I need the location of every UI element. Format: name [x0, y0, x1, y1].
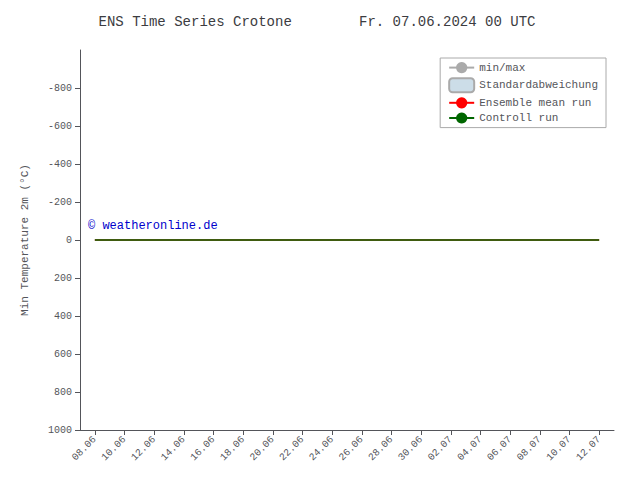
svg-text:Controll run: Controll run	[479, 112, 558, 124]
svg-text:-200: -200	[48, 197, 72, 208]
svg-text:12.07: 12.07	[574, 434, 603, 463]
svg-text:24.06: 24.06	[307, 434, 336, 463]
svg-text:16.06: 16.06	[188, 434, 217, 463]
svg-text:22.06: 22.06	[277, 434, 306, 463]
svg-text:18.06: 18.06	[218, 434, 247, 463]
svg-text:200: 200	[54, 273, 72, 284]
svg-text:0: 0	[66, 235, 72, 246]
svg-text:-400: -400	[48, 159, 72, 170]
svg-text:-800: -800	[48, 83, 72, 94]
svg-text:26.06: 26.06	[337, 434, 366, 463]
svg-text:© weatheronline.de: © weatheronline.de	[88, 219, 218, 233]
svg-text:1000: 1000	[48, 425, 72, 436]
svg-text:-600: -600	[48, 121, 72, 132]
svg-text:Min Temperature 2m (°C): Min Temperature 2m (°C)	[19, 164, 31, 316]
svg-text:800: 800	[54, 387, 72, 398]
svg-text:400: 400	[54, 311, 72, 322]
svg-text:600: 600	[54, 349, 72, 360]
svg-text:20.06: 20.06	[248, 434, 277, 463]
svg-text:Ensemble mean run: Ensemble mean run	[479, 97, 591, 109]
svg-text:06.07: 06.07	[485, 434, 514, 463]
svg-text:10.07: 10.07	[544, 434, 573, 463]
svg-text:12.06: 12.06	[129, 434, 158, 463]
svg-text:min/max: min/max	[479, 62, 526, 74]
svg-text:02.07: 02.07	[426, 434, 455, 463]
svg-text:08.06: 08.06	[70, 434, 99, 463]
svg-text:14.06: 14.06	[159, 434, 188, 463]
svg-text:08.07: 08.07	[515, 434, 544, 463]
svg-text:ENS Time Series Crotone: ENS Time Series Crotone Fr. 07.06.2024 0…	[99, 14, 536, 30]
svg-text:28.06: 28.06	[366, 434, 395, 463]
svg-text:10.06: 10.06	[99, 434, 128, 463]
svg-text:30.06: 30.06	[396, 434, 425, 463]
svg-text:Standardabweichung: Standardabweichung	[479, 79, 598, 91]
svg-text:04.07: 04.07	[455, 434, 484, 463]
